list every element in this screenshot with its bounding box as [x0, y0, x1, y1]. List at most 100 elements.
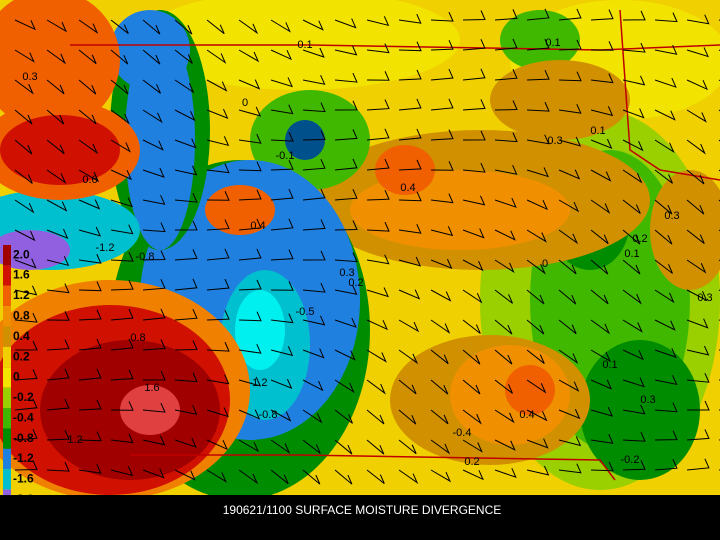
- wind-barb: [110, 139, 131, 153]
- wind-barb: [430, 98, 454, 111]
- wind-barb: [398, 409, 417, 425]
- wind-barb: [78, 463, 102, 474]
- wind-barb: [78, 309, 102, 321]
- color-swatch: [3, 469, 11, 490]
- wind-barb: [206, 219, 230, 231]
- wind-barb: [686, 229, 705, 244]
- wind-barb: [622, 432, 646, 442]
- wind-barb: [494, 409, 515, 424]
- color-swatch: [3, 245, 11, 266]
- wind-barb: [366, 189, 390, 201]
- wind-barb: [430, 289, 452, 302]
- wind-barb: [78, 19, 99, 35]
- wind-barb: [238, 19, 259, 35]
- wind-barb: [622, 404, 646, 415]
- map-title: 190621/1100 SURFACE MOISTURE DIVERGENCE: [223, 503, 502, 517]
- wind-barb: [206, 191, 230, 201]
- wind-barb: [142, 435, 166, 446]
- wind-barb: [142, 402, 166, 413]
- wind-barb: [46, 311, 70, 321]
- wind-barb: [142, 222, 166, 233]
- wind-barb: [174, 49, 193, 64]
- wind-barb: [270, 378, 293, 390]
- wind-barb: [46, 19, 68, 33]
- wind-barb: [174, 437, 197, 448]
- contour-label: -0.1: [276, 150, 295, 162]
- wind-barb: [430, 349, 449, 365]
- color-swatch: [3, 326, 11, 347]
- wind-barb: [462, 259, 484, 272]
- wind-barb: [78, 49, 97, 65]
- wind-barb: [366, 439, 385, 455]
- wind-barb: [430, 68, 454, 81]
- wind-barb: [398, 469, 419, 484]
- wind-barb: [366, 221, 390, 232]
- color-swatch: [3, 265, 11, 286]
- wind-barb: [494, 259, 515, 274]
- contour-labels: 0.30.40.4-1.2-0.8-1.2-0.80.20.30.1 0.100.…: [22, 37, 712, 468]
- wind-barb: [46, 429, 70, 441]
- wind-barb: [14, 369, 38, 381]
- contour-label: -1.2: [249, 377, 268, 389]
- contour-label: 0.1: [545, 37, 560, 49]
- color-swatch: [3, 408, 11, 429]
- wind-barb: [430, 439, 451, 455]
- wind-barb: [558, 436, 582, 447]
- wind-barb: [622, 108, 645, 119]
- wind-barb: [334, 379, 355, 394]
- wind-barb: [398, 379, 417, 395]
- wind-barb: [590, 319, 611, 335]
- contour-label: 0.4: [400, 182, 415, 194]
- wind-barb: [622, 139, 644, 152]
- wind-barb: [622, 229, 641, 245]
- contour-label: 0.3: [339, 267, 354, 279]
- wind-barb: [494, 467, 517, 478]
- wind-barb: [142, 49, 161, 65]
- wind-barb: [462, 195, 486, 206]
- wind-barb: [654, 259, 673, 274]
- wind-barb: [270, 281, 294, 291]
- wind-barb: [462, 68, 486, 81]
- wind-barb: [590, 73, 614, 84]
- wind-barb: [430, 11, 454, 22]
- wind-barb: [654, 229, 673, 245]
- color-label: -1.6: [13, 472, 34, 486]
- wind-barb: [174, 79, 195, 94]
- wind-barb: [174, 469, 196, 481]
- wind-barb: [686, 169, 705, 185]
- wind-barb: [14, 49, 35, 63]
- wind-barb: [206, 163, 230, 174]
- wind-barb: [558, 71, 582, 82]
- wind-barb: [238, 311, 262, 322]
- color-swatch: [3, 448, 11, 470]
- wind-barb: [558, 136, 582, 147]
- wind-barb: [590, 434, 614, 444]
- wind-barb: [590, 379, 613, 390]
- wind-barb: [78, 281, 102, 292]
- wind-barb: [174, 405, 198, 415]
- wind-barb: [558, 103, 582, 114]
- wind-barb: [622, 199, 641, 214]
- wind-barb: [46, 199, 68, 212]
- wind-barb: [142, 308, 166, 321]
- wind-barb: [686, 79, 708, 91]
- wind-barb: [622, 460, 646, 471]
- wind-barb: [622, 377, 645, 388]
- wind-barb: [558, 199, 580, 213]
- wind-barb: [558, 39, 582, 51]
- wind-barb: [206, 136, 230, 147]
- wind-barb: [302, 315, 326, 326]
- wind-barb: [142, 19, 161, 35]
- wind-barb: [366, 287, 389, 298]
- wind-barb: [302, 102, 326, 113]
- wind-barb: [238, 106, 262, 117]
- wind-barb: [590, 138, 613, 150]
- wind-barb: [142, 468, 165, 479]
- wind-barb: [462, 439, 483, 453]
- wind-barb: [110, 197, 133, 208]
- wind-barb: [302, 439, 321, 454]
- wind-barb: [14, 169, 33, 184]
- wind-barb: [686, 139, 706, 155]
- wind-barb: [14, 460, 38, 471]
- wind-barb: [366, 469, 385, 484]
